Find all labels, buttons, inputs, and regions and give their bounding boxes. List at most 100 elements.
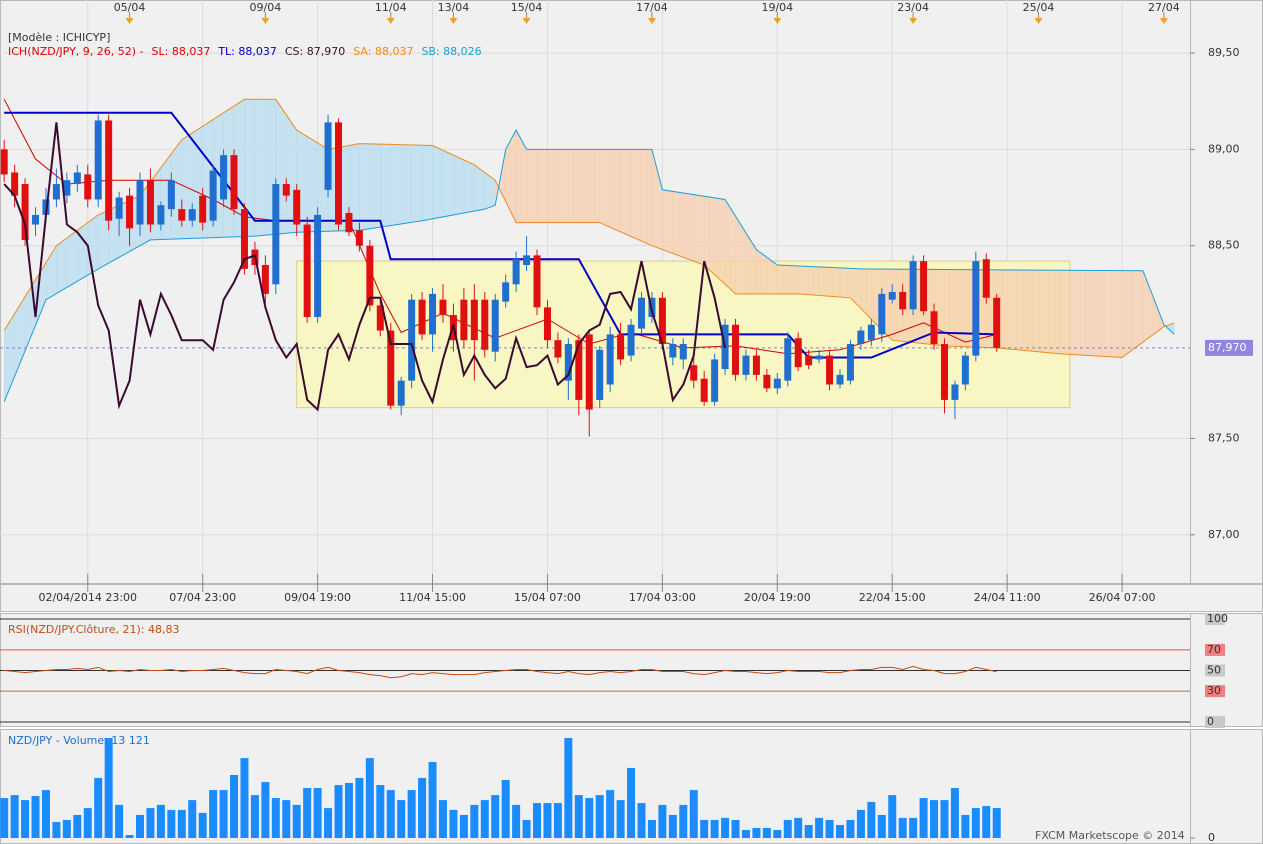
date-marker (1034, 18, 1043, 24)
volume-bar (741, 830, 750, 838)
volume-bar (679, 804, 688, 838)
candle-body (397, 380, 405, 406)
top-tick-label: 23/04 (897, 1, 929, 14)
cloud-fill (609, 149, 621, 233)
candle-body (669, 344, 677, 358)
candle-body (94, 120, 102, 200)
cloud-fill (714, 197, 726, 285)
x-tick-label: 22/04 15:00 (859, 591, 926, 604)
cloud-fill (829, 267, 841, 298)
volume-bar (867, 801, 876, 838)
candle-body (512, 259, 520, 285)
candle-body (951, 384, 959, 400)
cloud-fill (557, 149, 569, 223)
volume-bar (334, 785, 343, 838)
volume-bar (783, 819, 792, 838)
candle-body (982, 259, 990, 298)
candle-body (679, 344, 687, 360)
candle-body (815, 355, 823, 360)
volume-bar (804, 824, 813, 838)
indicator-label: TL: 88,037 (217, 45, 277, 58)
cloud-fill (254, 99, 266, 237)
volume-bar (146, 808, 155, 838)
cloud-fill (599, 149, 611, 228)
candle-body (240, 209, 248, 269)
volume-bar (397, 800, 406, 838)
volume-bar (627, 767, 636, 838)
cloud-fill (1090, 270, 1102, 357)
candle-body (293, 189, 301, 225)
cloud-fill (442, 149, 454, 218)
volume-bar (177, 809, 186, 838)
candle-body (272, 184, 280, 285)
volume-bar (647, 819, 656, 838)
volume-bar (21, 800, 30, 838)
volume-bar (94, 777, 103, 838)
candle-body (73, 172, 81, 185)
volume-bar (313, 788, 322, 838)
volume-bar (752, 827, 761, 838)
candle-body (940, 344, 948, 400)
cloud-fill (589, 149, 600, 223)
volume-bar (595, 795, 604, 838)
cloud-fill (1111, 270, 1123, 358)
volume-bar (230, 775, 239, 838)
candle-body (627, 324, 635, 356)
candle-body (314, 214, 322, 318)
candle-body (585, 334, 593, 410)
volume-bar (846, 819, 855, 838)
candle-body (115, 197, 123, 219)
date-marker (261, 18, 270, 24)
volume-bar (125, 835, 134, 838)
candle-body (596, 349, 604, 400)
y-tick-label: 70 (1207, 643, 1221, 656)
volume-bar (355, 777, 364, 838)
candle-body (199, 195, 207, 223)
volume-bar (198, 812, 207, 838)
volume-bar (731, 819, 740, 838)
footer: FXCM Marketscope © 2014 (1035, 829, 1185, 842)
candle-body (209, 170, 217, 221)
candle-body (21, 184, 29, 240)
volume-bar (407, 790, 416, 838)
cloud-fill (1121, 270, 1133, 358)
candle-body (836, 374, 844, 385)
candle-body (888, 291, 896, 300)
volume-bar (836, 824, 844, 838)
cloud-fill (432, 145, 444, 219)
model-label: [Modèle : ICHICYP] (8, 31, 110, 44)
candle-body (637, 297, 645, 329)
volume-bar (104, 738, 113, 838)
cloud-fill (620, 149, 632, 237)
volume-bar (41, 790, 50, 838)
candle-body (878, 293, 886, 335)
candle-body (188, 209, 196, 221)
candle-body (167, 180, 175, 210)
cs-line (3, 122, 727, 412)
volume-bar (616, 800, 625, 838)
volume-bar (271, 798, 280, 838)
volume-bar (188, 800, 197, 838)
cloud-fill (56, 237, 68, 294)
volume-bar (658, 804, 667, 838)
cloud-fill (66, 229, 78, 288)
cloud-fill (77, 222, 89, 282)
volume-bar (909, 817, 918, 838)
volume-bar (480, 800, 489, 838)
volume-bar (250, 795, 259, 838)
candle-body (972, 261, 980, 356)
volume-bar (668, 814, 677, 838)
volume-bar (459, 814, 468, 838)
cloud-fill (1038, 269, 1050, 353)
candle-body (899, 291, 907, 310)
volume-bar (815, 817, 824, 838)
candle-body (335, 122, 343, 225)
candle-body (491, 299, 499, 352)
level-label-bg (1205, 716, 1225, 728)
date-marker (125, 18, 134, 24)
cloud-fill (411, 144, 423, 223)
candle-body (230, 155, 238, 210)
candle-body (961, 355, 969, 385)
volume-bar (710, 819, 719, 838)
